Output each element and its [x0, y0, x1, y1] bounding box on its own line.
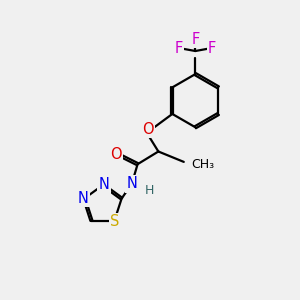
- Text: F: F: [191, 32, 200, 46]
- Text: S: S: [110, 214, 119, 229]
- Text: O: O: [142, 122, 154, 137]
- Text: H: H: [144, 184, 154, 197]
- Text: O: O: [110, 148, 122, 163]
- Text: N: N: [99, 178, 110, 193]
- Text: F: F: [208, 41, 216, 56]
- Text: N: N: [126, 176, 137, 191]
- Text: CH₃: CH₃: [191, 158, 214, 171]
- Text: N: N: [78, 191, 88, 206]
- Text: F: F: [175, 41, 183, 56]
